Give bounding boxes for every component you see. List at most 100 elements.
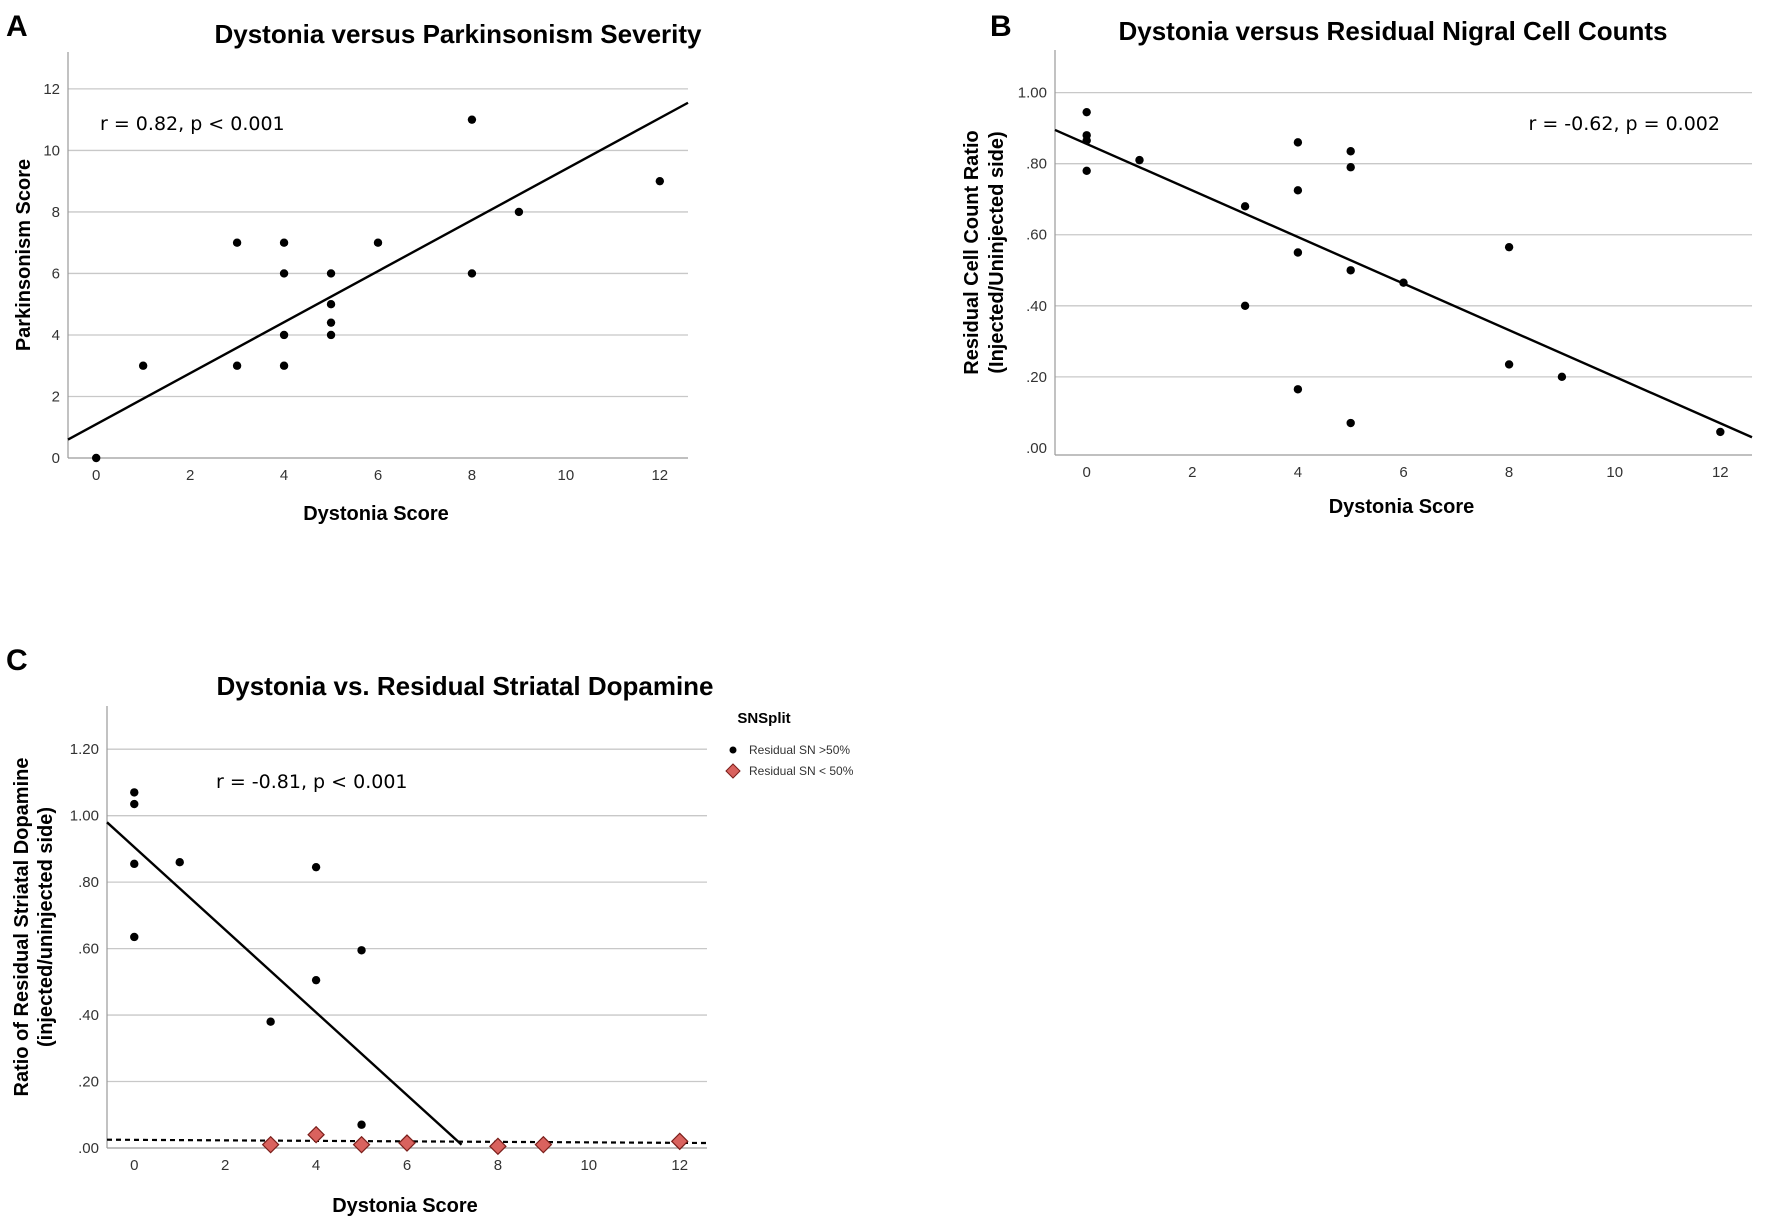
data-point [279,238,289,247]
data-point [373,238,383,247]
data-point [91,453,101,463]
data-point [1346,266,1355,275]
y-tick-label: 4 [52,327,60,344]
x-tick-label: 10 [1606,464,1623,481]
y-axis-label: Ratio of Residual Striatal Dopamine [11,758,33,1097]
panel-letter: A [6,10,28,43]
data-point [1716,427,1725,437]
legend-marker-circle [729,746,737,754]
data-point [1399,278,1408,287]
x-tick-label: 8 [494,1157,502,1174]
y-tick-label: 8 [52,204,60,221]
y-tick-label: .40 [1026,298,1047,315]
correlation-annotation: r = -0.81, p < 0.001 [216,771,408,793]
x-tick-label: 6 [1399,464,1407,481]
x-tick-label: 12 [1712,464,1729,481]
data-point [130,799,139,809]
x-tick-label: 4 [1294,464,1302,481]
data-point [357,1120,366,1129]
y-axis-label-secondary: (injected/uninjected side) [35,807,57,1047]
data-point [279,269,289,278]
chart-title: Dystonia versus Residual Nigral Cell Cou… [1118,16,1667,46]
data-point [279,330,289,340]
data-point [326,269,336,278]
chart-title: Dystonia versus Parkinsonism Severity [214,19,702,49]
data-point [1293,138,1303,147]
correlation-annotation: r = 0.82, p < 0.001 [100,113,285,135]
y-axis-label: Parkinsonism Score [13,159,35,351]
data-point [326,318,336,327]
y-tick-label: .80 [78,874,99,891]
data-point [1504,242,1514,252]
data-point-diamond [352,1135,371,1154]
x-tick-label: 4 [312,1157,320,1174]
data-point [357,946,366,955]
y-axis-label-secondary: (Injected/Uninjected side) [986,131,1008,373]
data-point [326,330,336,340]
x-tick-label: 6 [374,467,382,484]
data-point-diamond [489,1137,507,1156]
data-point [266,1017,275,1026]
data-point [1293,385,1303,394]
x-axis-label: Dystonia Score [303,503,449,525]
x-tick-label: 0 [92,467,100,484]
x-tick-label: 0 [130,1157,138,1174]
y-tick-label: 10 [43,142,60,159]
data-point [1082,136,1091,145]
data-point-diamond [307,1125,325,1144]
y-tick-label: .00 [78,1140,99,1157]
y-tick-label: .00 [1026,440,1047,457]
y-axis-label: Residual Cell Count Ratio [961,130,983,374]
y-tick-label: 1.00 [1018,85,1047,102]
y-tick-label: 0 [52,450,60,467]
data-point [1346,418,1355,428]
x-tick-label: 10 [558,467,575,484]
y-tick-label: .20 [78,1074,99,1091]
data-point-diamond [261,1135,280,1154]
data-point [1135,155,1144,165]
y-tick-label: .80 [1026,156,1047,173]
panel-a: A Dystonia versus Parkinsonism Severity 0 2… [6,10,702,525]
x-tick-label: 0 [1083,464,1091,481]
x-tick-label: 10 [580,1157,597,1174]
x-tick-label: 8 [468,467,476,484]
x-tick-label: 2 [1188,464,1196,481]
x-tick-label: 4 [280,467,288,484]
chart-title: Dystonia vs. Residual Striatal Dopamine [216,671,713,701]
data-point [467,115,477,124]
panel-letter: C [6,644,28,677]
data-point [655,176,665,186]
regression-line [67,101,689,441]
data-point [467,269,477,278]
correlation-annotation: r = -0.62, p = 0.002 [1528,113,1720,135]
data-point [279,361,289,370]
y-tick-label: 6 [52,265,60,282]
x-tick-label: 12 [651,467,668,484]
regression-line [106,821,463,1146]
legend-marker-diamond [725,763,741,779]
x-tick-label: 2 [186,467,194,484]
data-point [311,975,321,985]
y-tick-label: .60 [1026,227,1047,244]
data-point [1082,107,1091,117]
data-point [1240,301,1250,310]
panel-letter: B [990,10,1012,43]
data-point-diamond [398,1134,416,1152]
legend-entry: Residual SN >50% [749,743,850,757]
legend-entry: Residual SN < 50% [749,764,854,778]
data-point [1082,166,1091,175]
y-tick-label: .40 [78,1007,99,1024]
y-tick-label: .20 [1026,369,1047,386]
x-tick-label: 8 [1505,464,1513,481]
data-point [1293,186,1303,195]
panel-b: B Dystonia versus Residual Nigral Cell Co… [961,10,1753,518]
data-point [1346,163,1355,172]
data-point [1504,360,1514,369]
y-tick-label: 1.20 [70,741,99,758]
data-point [1293,248,1303,257]
x-tick-label: 6 [403,1157,411,1174]
x-tick-label: 12 [671,1157,688,1174]
x-tick-label: 2 [221,1157,229,1174]
x-axis-label: Dystonia Score [332,1195,478,1217]
